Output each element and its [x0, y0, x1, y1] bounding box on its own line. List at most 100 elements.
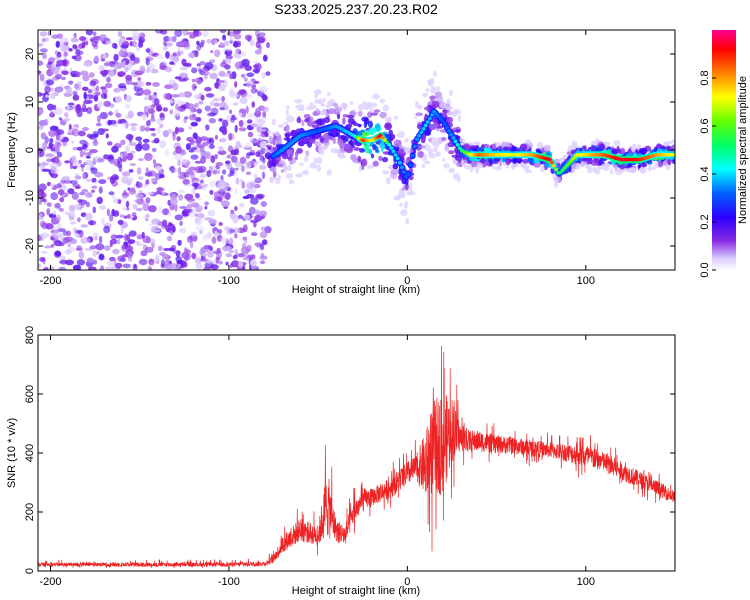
spectrogram-noise-blob — [228, 132, 232, 141]
spectrogram-noise-blob — [124, 103, 131, 109]
spectrogram-noise-blob — [201, 141, 209, 147]
spectrogram-noise-blob — [250, 254, 256, 260]
spectrogram-noise-blob — [54, 202, 61, 209]
spectrogram-signal-blob — [283, 165, 287, 173]
spectrogram-signal-blob — [397, 131, 405, 139]
spectrogram-signal-blob — [269, 176, 277, 181]
spectrogram-noise-blob — [234, 187, 238, 195]
spectrogram-noise-blob — [78, 199, 88, 205]
spectrogram-signal-blob — [381, 156, 389, 163]
spectrogram-noise-blob — [46, 202, 52, 208]
spectrogram-noise-blob — [215, 164, 220, 170]
spectrogram-noise-blob — [182, 178, 190, 185]
spectrogram-noise-blob — [134, 92, 143, 96]
spectrogram-x-ticks: -200 -100 0 100 — [39, 30, 595, 287]
spectrogram-signal-blob — [619, 164, 626, 170]
spectrogram-noise-blob — [113, 143, 122, 149]
spectrogram-noise-blob — [118, 50, 125, 57]
spectrogram-noise-blob — [128, 142, 137, 147]
spectrogram-noise-blob — [38, 162, 41, 167]
spectrogram-noise-blob — [146, 69, 150, 73]
spectrogram-noise-blob — [61, 176, 71, 182]
spectrogram-noise-blob — [54, 91, 59, 97]
spectrogram-noise-blob — [55, 251, 62, 257]
spectrogram-noise-blob — [136, 70, 145, 74]
spectrogram-trace-core — [400, 165, 404, 170]
spectrogram-signal-blob — [319, 110, 326, 116]
spectrogram-signal-blob — [287, 157, 293, 161]
spectrogram-signal-blob — [284, 133, 290, 138]
spectrogram-noise-blob — [142, 203, 150, 212]
spectrogram-noise-blob — [183, 77, 190, 81]
spectrogram-noise-blob — [46, 79, 54, 86]
spectrogram-noise-blob — [224, 50, 228, 56]
spectrogram-signal-blob — [367, 164, 375, 169]
spectrogram-noise-blob — [87, 266, 97, 270]
spectrogram-noise-blob — [192, 132, 198, 140]
spectrogram-trace-core — [423, 123, 428, 128]
spectrogram-noise-blob — [49, 137, 54, 144]
spectrogram-noise-blob — [38, 200, 42, 205]
spectrogram-noise-blob — [103, 225, 111, 234]
spectrogram-noise-blob — [103, 62, 110, 67]
spectrogram-noise-blob — [52, 210, 57, 215]
spectrogram-noise-blob — [250, 140, 260, 144]
spectrogram-signal-blob — [318, 145, 322, 154]
spectrogram-noise-blob — [76, 146, 83, 151]
spectrogram-noise-blob — [228, 250, 234, 254]
spectrogram-signal-blob — [528, 158, 534, 164]
spectrogram-noise-blob — [194, 102, 199, 108]
spectrogram-noise-blob — [163, 93, 170, 100]
spectrogram-noise-blob — [183, 171, 190, 178]
spectrogram-noise-blob — [181, 41, 190, 47]
spectrogram-noise-blob — [151, 229, 161, 233]
spectrogram-signal-blob — [405, 217, 410, 225]
spectrogram-noise-blob — [233, 33, 242, 40]
spectrogram-noise-blob — [209, 59, 216, 63]
spectrogram-noise-blob — [200, 146, 205, 153]
spectrogram-noise-blob — [151, 178, 156, 183]
chart-title: S233.2025.237.20.23.R02 — [274, 1, 438, 17]
spectrogram-signal-blob — [480, 157, 486, 164]
spectrogram-noise-blob — [76, 110, 83, 118]
spectrogram-noise-blob — [166, 39, 174, 48]
spectrogram-noise-blob — [246, 244, 252, 252]
spectrogram-signal-blob — [399, 148, 405, 154]
spectrogram-noise-blob — [83, 61, 92, 67]
spectrogram-noise-blob — [121, 244, 128, 249]
spectrogram-noise-blob — [206, 39, 212, 44]
spectrogram-noise-blob — [117, 156, 123, 164]
spectrogram-signal-blob — [499, 160, 503, 167]
spectrogram-noise-blob — [199, 136, 209, 142]
spectrogram-signal-blob — [357, 110, 363, 117]
spectrogram-noise-blob — [162, 45, 168, 51]
spectrogram-noise-blob — [137, 140, 143, 148]
spectrogram-signal-blob — [626, 165, 630, 169]
spectrogram-signal-blob — [309, 116, 314, 123]
spectrogram-noise-blob — [232, 102, 239, 106]
spectrogram-noise-blob — [95, 243, 105, 251]
spectrogram-noise-blob — [115, 262, 123, 269]
spectrogram-noise-blob — [262, 95, 269, 101]
spectrogram-noise-blob — [86, 257, 94, 263]
spectrogram-noise-blob — [79, 36, 87, 42]
spectrogram-noise-blob — [103, 245, 111, 251]
spectrogram-signal-blob — [421, 163, 426, 169]
spectrogram-trace-core — [427, 116, 432, 121]
spectrogram-signal-blob — [380, 144, 384, 153]
spectrogram-noise-blob — [261, 72, 267, 79]
spectrogram-signal-blob — [270, 166, 276, 173]
spectrogram-noise-blob — [209, 264, 219, 270]
spectrogram-noise-blob — [122, 195, 128, 200]
spectrogram-noise-blob — [124, 94, 132, 103]
spectrogram-noise-blob — [80, 166, 85, 172]
spectrogram-noise-blob — [254, 177, 263, 184]
spectrogram-noise-blob — [56, 53, 62, 59]
spectrogram-noise-blob — [201, 70, 210, 76]
spectrogram-noise-blob — [208, 138, 213, 143]
spectrogram-noise-blob — [211, 236, 217, 244]
spectrogram-noise-blob — [239, 156, 247, 164]
spectrogram-noise-blob — [95, 85, 100, 92]
spectrogram-noise-blob — [124, 121, 129, 129]
spectrogram-noise-blob — [38, 92, 41, 97]
